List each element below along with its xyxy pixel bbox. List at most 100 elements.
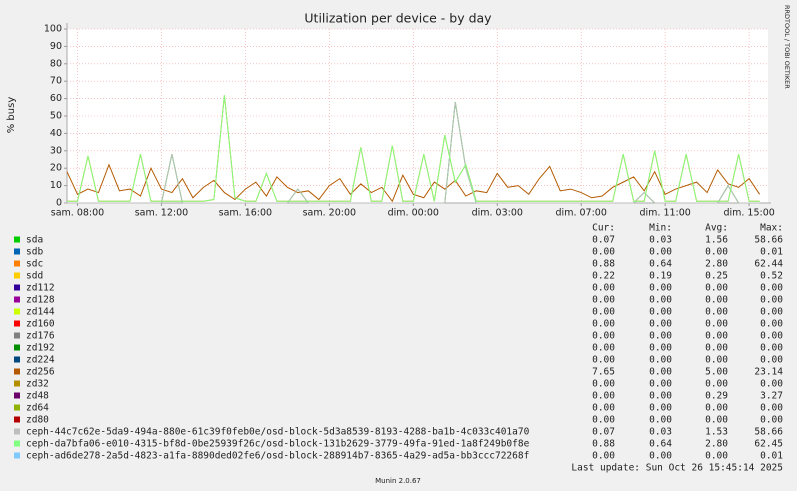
y-tick-label: 70 — [50, 76, 62, 87]
y-tick-label: 0 — [56, 198, 62, 209]
legend-value: 0.03 — [649, 427, 672, 438]
legend-name: zd160 — [26, 319, 55, 330]
legend-value: 0.00 — [760, 343, 783, 354]
legend-value: 0.00 — [760, 283, 783, 294]
legend-value: 0.00 — [649, 355, 672, 366]
legend-value: 0.00 — [649, 367, 672, 378]
y-tick-label: 20 — [50, 163, 62, 174]
legend-value: 0.29 — [705, 391, 728, 402]
legend-value: 0.00 — [592, 391, 615, 402]
legend-value: 0.00 — [705, 343, 728, 354]
legend-value: 0.00 — [760, 295, 783, 306]
legend-value: 0.00 — [760, 331, 783, 342]
legend-value: 0.00 — [705, 415, 728, 426]
legend-value: 0.00 — [649, 283, 672, 294]
legend-value: 0.00 — [592, 403, 615, 414]
x-tick-label: dim. 03:00 — [472, 208, 523, 219]
last-update: Last update: Sun Oct 26 15:45:14 2025 — [571, 463, 783, 474]
legend-value: 0.00 — [649, 331, 672, 342]
legend-value: 0.00 — [649, 343, 672, 354]
legend-value: 0.00 — [705, 295, 728, 306]
x-tick-label: dim. 15:00 — [723, 208, 774, 219]
legend-value: 2.80 — [705, 259, 728, 270]
legend-value: 0.00 — [592, 379, 615, 390]
legend-value: 0.00 — [649, 403, 672, 414]
legend-swatch — [14, 416, 20, 423]
legend-value: 0.00 — [705, 355, 728, 366]
legend-value: 62.44 — [754, 259, 783, 270]
x-tick-label: dim. 07:00 — [556, 208, 607, 219]
legend-name: zd32 — [26, 379, 49, 390]
legend-value: 2.80 — [705, 439, 728, 450]
x-tick-label: dim. 11:00 — [639, 208, 690, 219]
x-tick-label: sam. 20:00 — [303, 208, 356, 219]
series-line — [66, 163, 761, 203]
legend-value: 1.53 — [705, 427, 728, 438]
legend-swatch — [14, 332, 20, 339]
legend-value: 0.00 — [760, 403, 783, 414]
legend-value: 0.03 — [649, 235, 672, 246]
legend-value: 0.01 — [760, 451, 783, 462]
legend-swatch — [14, 284, 20, 291]
legend-swatch — [14, 452, 20, 459]
side-label: RRDTOOL / TOBI OETIKER — [783, 5, 791, 89]
legend-value: 0.00 — [592, 343, 615, 354]
legend-value: 0.00 — [649, 307, 672, 318]
legend-value: 0.00 — [760, 307, 783, 318]
legend-value: 0.00 — [760, 319, 783, 330]
legend-name: zd192 — [26, 343, 55, 354]
legend-swatch — [14, 260, 20, 267]
legend-value: 1.56 — [705, 235, 728, 246]
legend-value: 0.00 — [649, 415, 672, 426]
legend-name: zd256 — [26, 367, 55, 378]
legend-value: 0.00 — [649, 319, 672, 330]
legend-value: 0.52 — [760, 271, 783, 282]
y-tick-label: 60 — [50, 93, 62, 104]
legend-value: 0.00 — [592, 319, 615, 330]
legend-value: 0.00 — [592, 283, 615, 294]
legend-value: 0.00 — [705, 283, 728, 294]
y-tick-label: 10 — [50, 180, 62, 191]
legend-value: 0.01 — [760, 247, 783, 258]
legend-name: ceph-44c7c62e-5da9-494a-880e-61c39f0feb0… — [26, 427, 530, 438]
plot-area — [67, 29, 768, 203]
legend-header: Cur: — [592, 223, 615, 234]
legend-name: zd176 — [26, 331, 55, 342]
legend-swatch — [14, 344, 20, 351]
legend-name: ceph-ad6de278-2a5d-4823-a1fa-8890ded02fe… — [26, 451, 529, 462]
legend-header: Avg: — [705, 223, 728, 234]
legend-value: 58.66 — [754, 235, 783, 246]
x-tick-label: dim. 00:00 — [388, 208, 439, 219]
legend-name: zd128 — [26, 295, 55, 306]
legend-name: zd224 — [26, 355, 55, 366]
legend-value: 0.00 — [649, 247, 672, 258]
y-tick-label: 80 — [50, 58, 62, 69]
legend-value: 0.88 — [592, 259, 615, 270]
legend-value: 0.00 — [760, 415, 783, 426]
legend-swatch — [14, 248, 20, 255]
legend-value: 0.00 — [592, 247, 615, 258]
legend-value: 0.64 — [649, 439, 672, 450]
legend-value: 0.00 — [705, 403, 728, 414]
legend-value: 5.00 — [705, 367, 728, 378]
legend-name: sdd — [26, 271, 43, 282]
legend-swatch — [14, 308, 20, 315]
y-tick-label: 40 — [50, 128, 62, 139]
legend-name: sda — [26, 235, 43, 246]
legend-value: 58.66 — [754, 427, 783, 438]
legend-value: 62.45 — [754, 439, 783, 450]
legend-value: 0.00 — [592, 307, 615, 318]
series-line — [67, 102, 760, 204]
y-tick-label: 90 — [50, 41, 62, 52]
legend-swatch — [14, 368, 20, 375]
x-tick-label: sam. 08:00 — [51, 208, 104, 219]
legend-value: 7.65 — [592, 367, 615, 378]
legend-value: 0.22 — [592, 271, 615, 282]
x-tick-label: sam. 16:00 — [219, 208, 272, 219]
legend-value: 0.25 — [705, 271, 728, 282]
legend-name: zd48 — [26, 391, 49, 402]
legend-name: ceph-da7bfa06-e010-4315-bf8d-0be25939f26… — [26, 439, 530, 450]
legend-swatch — [14, 428, 20, 435]
chart-title: Utilization per device - by day — [304, 11, 492, 26]
